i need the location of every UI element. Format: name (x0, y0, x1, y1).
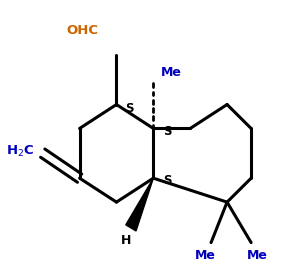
Text: S: S (163, 125, 171, 138)
Text: Me: Me (246, 249, 267, 262)
Text: Me: Me (195, 249, 216, 262)
Text: S: S (126, 102, 134, 115)
Text: OHC: OHC (67, 24, 99, 37)
Text: Me: Me (161, 66, 182, 79)
Text: S: S (163, 174, 171, 187)
Text: H$_2$C: H$_2$C (7, 144, 35, 159)
Text: H: H (121, 234, 131, 247)
Polygon shape (126, 178, 153, 231)
